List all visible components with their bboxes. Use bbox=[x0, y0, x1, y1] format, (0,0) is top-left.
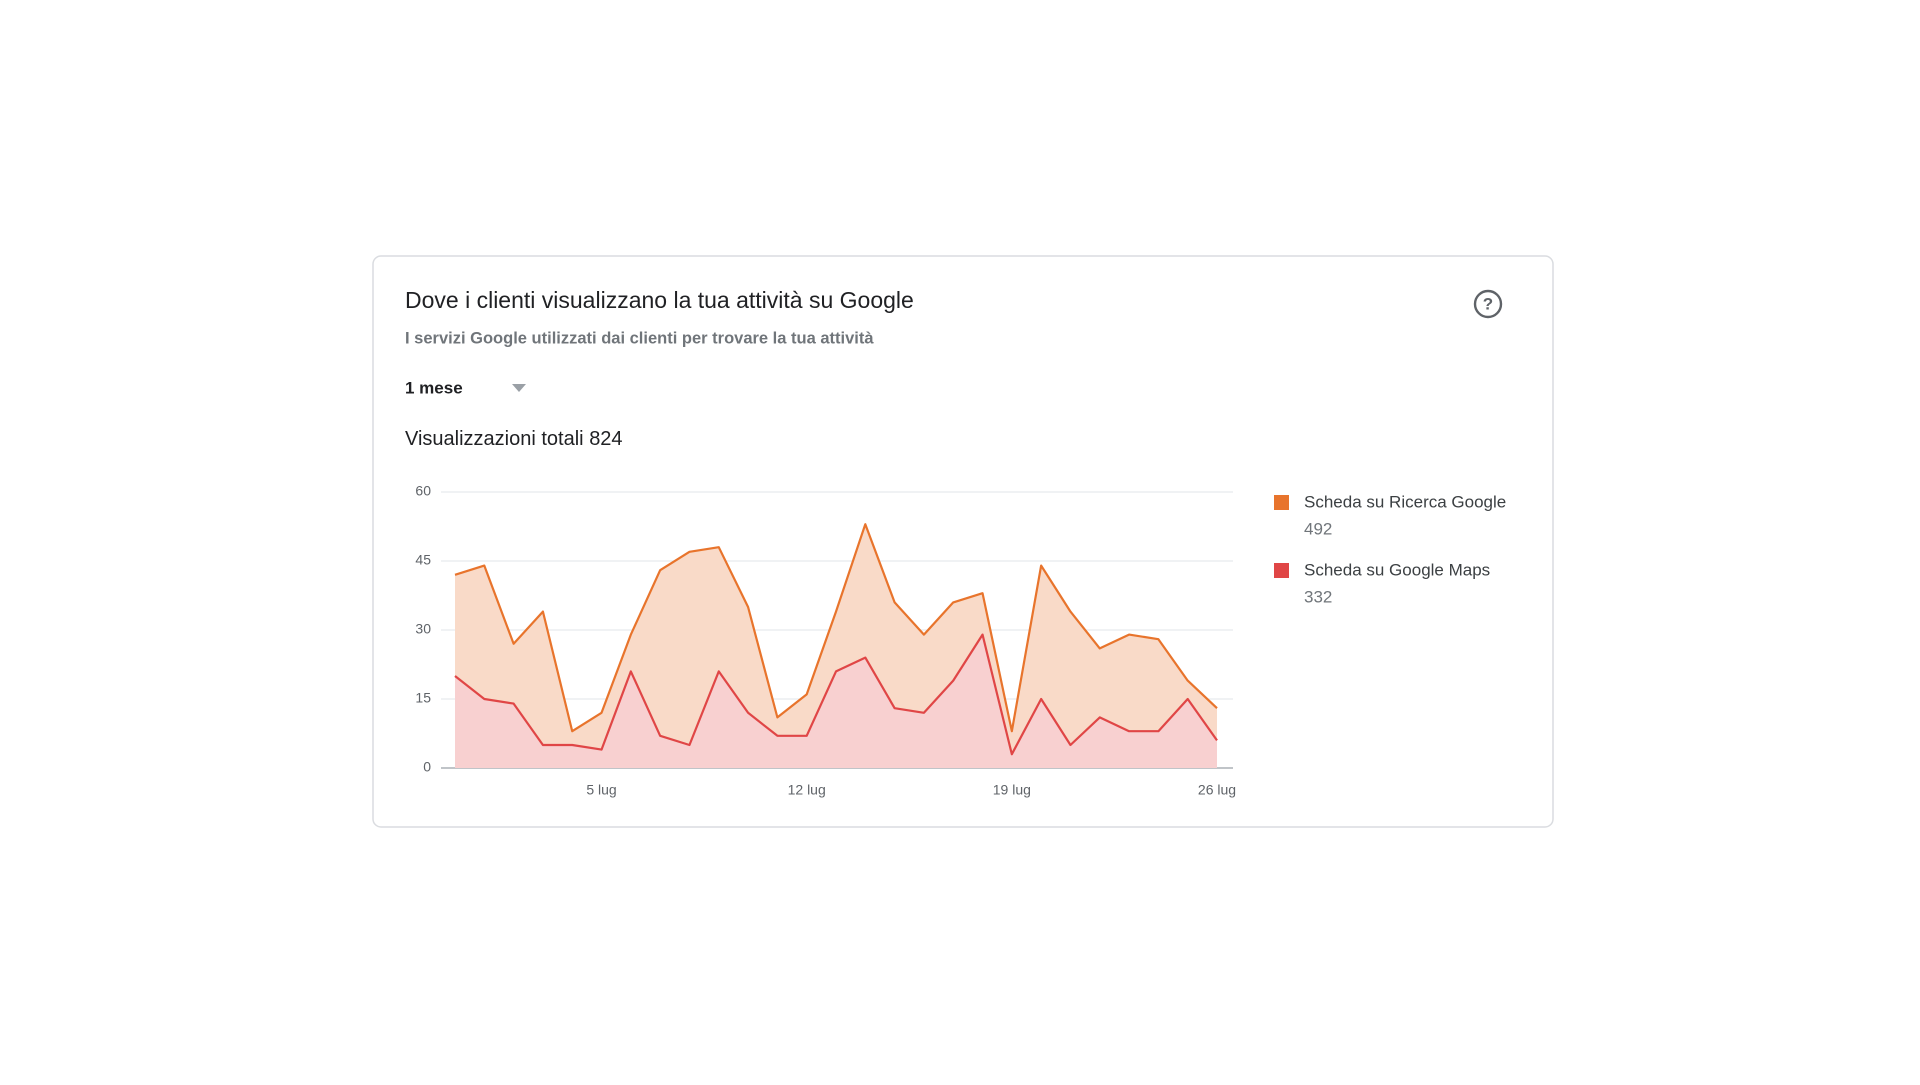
total-views: Visualizzazioni totali 824 bbox=[405, 428, 623, 450]
y-tick-label: 30 bbox=[415, 621, 431, 637]
y-tick-label: 60 bbox=[415, 483, 431, 499]
period-dropdown[interactable]: 1 mese bbox=[405, 378, 526, 397]
legend-total: 492 bbox=[1304, 519, 1332, 538]
area-line bbox=[454, 523, 1218, 733]
area-fill bbox=[455, 634, 1217, 768]
legend-label: Scheda su Google Maps bbox=[1304, 560, 1490, 579]
x-tick-label: 26 lug bbox=[1198, 782, 1236, 798]
total-value: 824 bbox=[589, 428, 622, 450]
x-tick-label: 12 lug bbox=[788, 782, 826, 798]
help-glyph[interactable]: ? bbox=[1483, 294, 1493, 313]
help-icon[interactable] bbox=[1473, 289, 1503, 319]
dropdown-arrow[interactable] bbox=[512, 384, 526, 392]
legend-swatch bbox=[1274, 563, 1289, 578]
plot: 0 15 30 45 60 5 lug 12 lug 19 lug 26 lug bbox=[415, 483, 1236, 798]
help-button[interactable]: ? bbox=[1473, 289, 1503, 319]
legend-swatch bbox=[1274, 495, 1289, 510]
x-tick-label: 19 lug bbox=[993, 782, 1031, 798]
area-line bbox=[454, 633, 1218, 756]
period-label[interactable]: 1 mese bbox=[405, 378, 463, 397]
legend: Scheda su Ricerca Google 492 Scheda su Goo… bbox=[1274, 492, 1506, 606]
legend-label: Scheda su Ricerca Google bbox=[1304, 492, 1506, 511]
card-subtitle: I servizi Google utilizzati dai clienti … bbox=[405, 329, 874, 347]
area-fill bbox=[455, 524, 1217, 755]
x-tick-label: 5 lug bbox=[586, 782, 616, 798]
legend-total: 332 bbox=[1304, 587, 1332, 606]
y-tick-label: 15 bbox=[415, 690, 431, 706]
y-tick-label: 45 bbox=[415, 552, 431, 568]
card-title: Dove i clienti visualizzano la tua attiv… bbox=[405, 287, 914, 313]
total-label: Visualizzazioni totali bbox=[405, 428, 584, 450]
y-tick-label: 0 bbox=[423, 759, 431, 775]
